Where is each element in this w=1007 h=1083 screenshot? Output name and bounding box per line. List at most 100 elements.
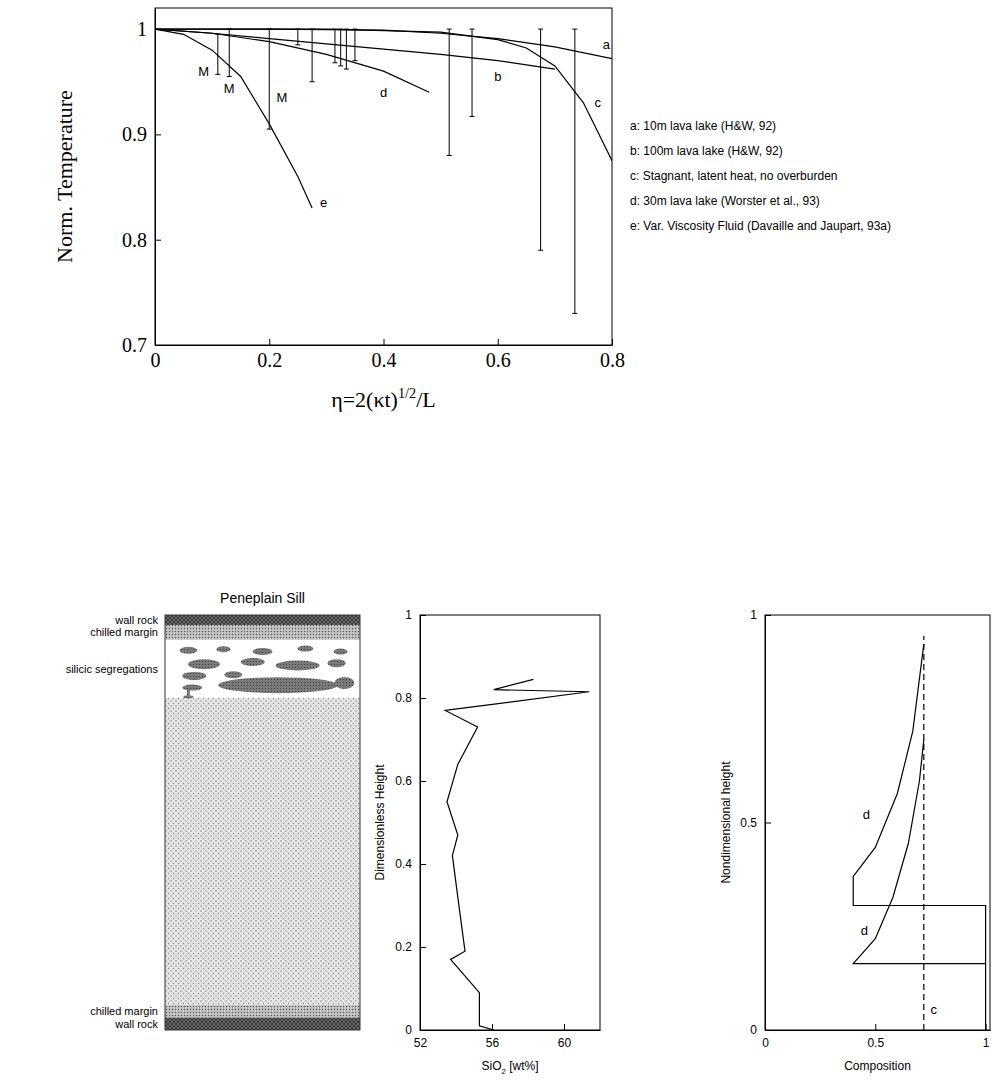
layer-label: silicic segregations	[66, 663, 159, 675]
tick-label: 0.8	[600, 349, 625, 371]
error-bar-cap	[344, 29, 349, 30]
y-axis: 0.70.80.91	[122, 9, 161, 356]
error-bar-line	[217, 34, 218, 74]
tick: 0.9	[122, 123, 161, 145]
tick: 0.6	[395, 774, 426, 788]
sill-layer	[165, 1005, 360, 1017]
error-bar	[447, 29, 452, 155]
segregation	[334, 677, 354, 689]
tick: 0.2	[395, 940, 426, 954]
annotation: M	[276, 90, 287, 105]
tick-label: 0.6	[486, 349, 511, 371]
error-bar-cap	[215, 34, 220, 35]
error-bar-cap	[538, 29, 543, 30]
error-bar-line	[354, 29, 355, 61]
error-bar	[215, 34, 220, 74]
tick-label: 0.8	[395, 691, 412, 705]
tick-mark	[420, 615, 426, 616]
x-axis-title: SiO2 [wt%]	[481, 1059, 538, 1076]
tick: 0	[750, 1023, 771, 1037]
y-axis: 00.51	[740, 608, 771, 1037]
axis-line	[156, 345, 613, 346]
error-bar-cap	[447, 155, 452, 156]
tick-label: 0	[762, 1036, 769, 1050]
plot-area	[445, 679, 589, 1030]
error-bar-cap	[310, 29, 315, 30]
tick-mark	[612, 339, 613, 345]
layer-label: wall rock	[114, 614, 158, 626]
tick: 0.8	[395, 691, 426, 705]
tick-label: 0.6	[395, 774, 412, 788]
tick-mark	[420, 781, 426, 782]
layer-label: wall rock	[114, 1018, 158, 1030]
error-bar-cap	[310, 81, 315, 82]
error-bar-cap	[338, 29, 343, 30]
tick-mark	[498, 339, 499, 345]
error-bar	[344, 29, 349, 69]
error-bar-cap	[338, 65, 343, 66]
series-line	[155, 29, 312, 208]
x-axis-title: η=2(κt)1/2/L	[331, 385, 436, 412]
tick: 0.7	[122, 334, 161, 356]
error-bar-cap	[332, 29, 337, 30]
tick: 0.4	[395, 857, 426, 871]
sill-diagram: Peneplain Sillwall rockchilled marginsil…	[66, 590, 360, 1030]
error-bar-line	[297, 29, 298, 45]
tick-label: 0.4	[395, 857, 412, 871]
tick: 0.2	[257, 339, 282, 371]
error-bar-cap	[538, 250, 543, 251]
error-bar-cap	[332, 62, 337, 63]
error-bar-line	[229, 29, 230, 76]
error-bar-cap	[295, 44, 300, 45]
segregation	[217, 646, 231, 652]
error-bar	[538, 29, 543, 250]
axis-title-part: SiO	[481, 1059, 501, 1073]
error-bar-line	[472, 29, 473, 116]
line-chart: 00.20.40.60.80.70.80.91abcdeMMMη=2(κt)1/…	[52, 8, 891, 412]
tick: 0.4	[372, 339, 397, 371]
tick-mark	[765, 615, 771, 616]
tick-mark	[155, 134, 161, 135]
tick: 60	[558, 1024, 572, 1050]
tick-label: 0	[405, 1023, 412, 1037]
annotation: c	[931, 1002, 938, 1017]
error-bar-cap	[215, 74, 220, 75]
tick: 0.5	[740, 816, 771, 830]
error-bar	[227, 29, 232, 76]
error-bar-line	[574, 29, 575, 313]
axis-line	[421, 1030, 601, 1031]
layer-label: chilled margin	[90, 626, 158, 638]
segregation	[182, 672, 206, 680]
error-bar	[352, 29, 357, 61]
sill-layer	[165, 615, 360, 625]
axis-title-part: /L	[416, 387, 436, 412]
sill-layer	[165, 698, 360, 1005]
error-bar-cap	[572, 313, 577, 314]
legend: a: 10m lava lake (H&W, 92)b: 100m lava l…	[630, 119, 891, 233]
error-bar-cap	[470, 116, 475, 117]
legend-entry: d: 30m lava lake (Worster et al., 93)	[630, 194, 820, 208]
error-bar-cap	[572, 29, 577, 30]
error-bar-cap	[352, 29, 357, 30]
error-bar-cap	[267, 29, 272, 30]
segregation	[253, 648, 273, 655]
axis-line	[155, 9, 156, 346]
segregation	[179, 647, 197, 654]
error-bar-cap	[447, 29, 452, 30]
tick-label: 0.2	[257, 349, 282, 371]
tick: 0.8	[122, 229, 161, 251]
series-line	[155, 29, 612, 58]
tick-mark	[420, 947, 426, 948]
error-bar-cap	[470, 29, 475, 30]
axis-line	[766, 1030, 991, 1031]
legend-entry: c: Stagnant, latent heat, no overburden	[630, 169, 837, 183]
x-axis-title: Composition	[844, 1059, 911, 1073]
tick-mark	[765, 1030, 771, 1031]
error-bar-cap	[344, 69, 349, 70]
tick: 1	[405, 608, 426, 622]
tick-mark	[155, 240, 161, 241]
x-axis: 00.51	[762, 1024, 990, 1050]
tick-mark	[420, 864, 426, 865]
tick-label: 1	[983, 1036, 990, 1050]
tick-label: 0.7	[122, 334, 147, 356]
